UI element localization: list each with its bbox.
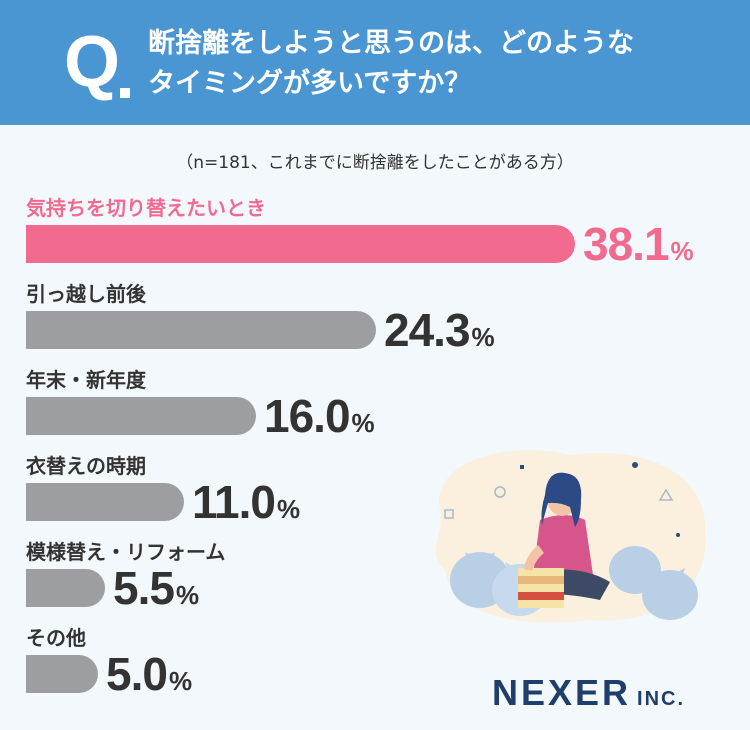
percent-unit: % [277, 494, 301, 524]
bar [26, 569, 105, 607]
data-value: 38.1 [583, 218, 670, 270]
bar [26, 655, 98, 693]
category-label: 年末・新年度 [26, 368, 146, 392]
category-label: 気持ちを切り替えたいとき [26, 196, 266, 220]
data-label: 5.0% [106, 650, 192, 710]
percent-unit: % [351, 408, 375, 438]
question-line-2: タイミングが多いですか？ [148, 68, 472, 99]
q-mark: Q [64, 22, 121, 102]
question-header: Q 断捨離をしようと思うのは、どのような タイミングが多いですか？ [0, 0, 750, 125]
bar [26, 397, 256, 435]
data-value: 5.5 [113, 562, 175, 614]
data-value: 16.0 [264, 390, 351, 442]
category-label: 衣替えの時期 [26, 454, 146, 478]
percent-unit: % [168, 666, 193, 696]
percent-unit: % [471, 322, 495, 352]
question-text: 断捨離をしようと思うのは、どのような タイミングが多いですか？ [148, 24, 738, 104]
category-label: その他 [26, 626, 86, 650]
percent-unit: % [175, 580, 200, 610]
sample-note: （n=181、これまでに断捨離をしたことがある方） [176, 153, 574, 173]
percent-unit: % [670, 236, 694, 266]
data-value: 5.0 [106, 648, 168, 700]
question-line-1: 断捨離をしようと思うのは、どのような [148, 28, 634, 59]
data-value: 11.0 [192, 476, 276, 528]
decluttering-illustration [435, 450, 706, 623]
data-label: 5.5% [113, 564, 199, 624]
data-label: 24.3% [384, 306, 495, 366]
data-label: 38.1% [583, 220, 694, 280]
data-label: 16.0% [264, 392, 375, 452]
nexer-logo: NEXER INC. [492, 672, 685, 714]
bar [26, 311, 376, 349]
category-label: 模様替え・リフォーム [26, 540, 226, 564]
q-dot [120, 88, 130, 98]
data-label: 11.0% [192, 478, 300, 538]
category-label: 引っ越し前後 [26, 282, 146, 306]
logo-suffix: INC. [637, 688, 686, 710]
logo-main: NEXER [492, 672, 632, 713]
bar [26, 483, 184, 521]
data-value: 24.3 [384, 304, 471, 356]
bar [26, 225, 575, 263]
